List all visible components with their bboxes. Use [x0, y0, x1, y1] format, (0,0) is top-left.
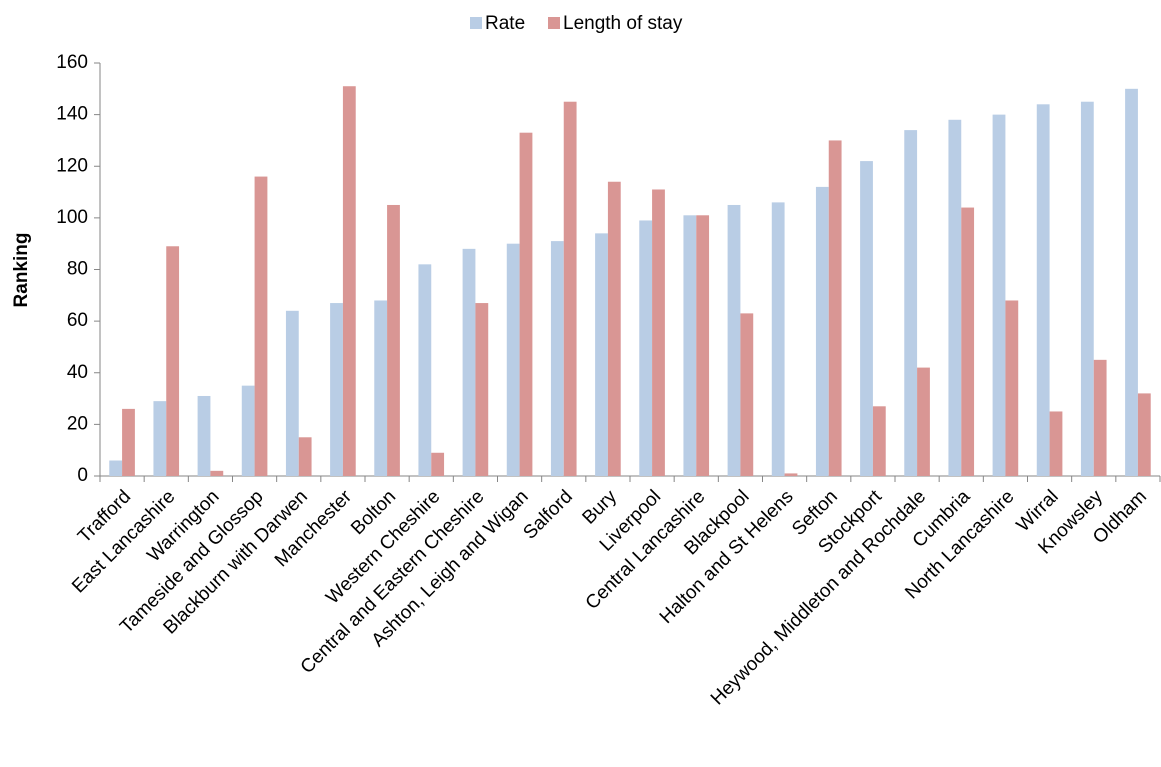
bar	[387, 204, 400, 476]
y-tick-label: 100	[56, 207, 88, 228]
bar	[784, 473, 798, 476]
bar	[519, 132, 533, 476]
bar	[683, 215, 697, 476]
bar	[639, 220, 653, 476]
bar	[872, 406, 886, 476]
legend-label: Length of stay	[563, 13, 683, 34]
bar	[285, 310, 299, 476]
bar	[122, 408, 135, 476]
bar	[462, 248, 476, 476]
bar	[917, 367, 930, 476]
bar	[342, 86, 356, 476]
legend-swatch	[548, 17, 560, 29]
bar	[431, 452, 445, 476]
bar	[1080, 101, 1094, 476]
y-tick-label: 0	[77, 465, 88, 486]
bar	[652, 189, 665, 476]
bar	[330, 303, 343, 476]
y-tick-label: 160	[56, 52, 88, 73]
bar	[210, 470, 224, 476]
bar	[550, 241, 564, 476]
bar	[860, 161, 873, 476]
bar	[696, 215, 710, 476]
bar	[1137, 393, 1151, 476]
legend-label: Rate	[485, 13, 525, 34]
bar	[506, 243, 520, 476]
bar	[1036, 104, 1050, 477]
bar	[153, 401, 167, 476]
y-axis-label: Ranking	[11, 233, 32, 308]
bar	[563, 101, 577, 476]
bar	[828, 140, 842, 476]
bar	[1125, 88, 1138, 476]
legend-swatch	[470, 17, 482, 29]
y-tick-label: 140	[56, 104, 88, 125]
bar	[961, 207, 975, 477]
y-tick-label: 60	[67, 310, 88, 331]
bar	[740, 313, 754, 476]
bar	[197, 395, 211, 476]
bar	[109, 460, 123, 476]
y-tick-label: 20	[67, 413, 88, 434]
bar	[1049, 411, 1063, 476]
bar	[1093, 359, 1107, 476]
bar	[948, 119, 962, 476]
bar	[607, 181, 621, 477]
bar	[241, 385, 255, 476]
y-tick-label: 40	[67, 362, 88, 383]
bar	[904, 130, 918, 477]
bar	[418, 264, 432, 476]
bar	[254, 176, 268, 476]
bar	[727, 204, 741, 476]
bar	[475, 303, 489, 476]
bar	[815, 186, 829, 476]
bar	[298, 437, 312, 476]
x-tick-label: Salford	[519, 486, 576, 543]
bar	[166, 246, 180, 476]
bar	[374, 300, 388, 476]
bar	[992, 114, 1006, 476]
y-tick-label: 120	[56, 155, 88, 176]
bar	[1005, 300, 1019, 476]
bar	[595, 233, 608, 476]
y-tick-label: 80	[67, 259, 88, 280]
bar	[771, 202, 785, 476]
